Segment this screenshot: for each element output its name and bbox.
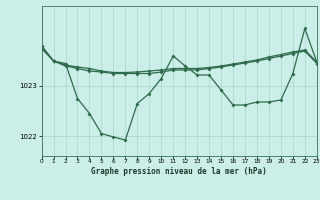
X-axis label: Graphe pression niveau de la mer (hPa): Graphe pression niveau de la mer (hPa)	[91, 167, 267, 176]
